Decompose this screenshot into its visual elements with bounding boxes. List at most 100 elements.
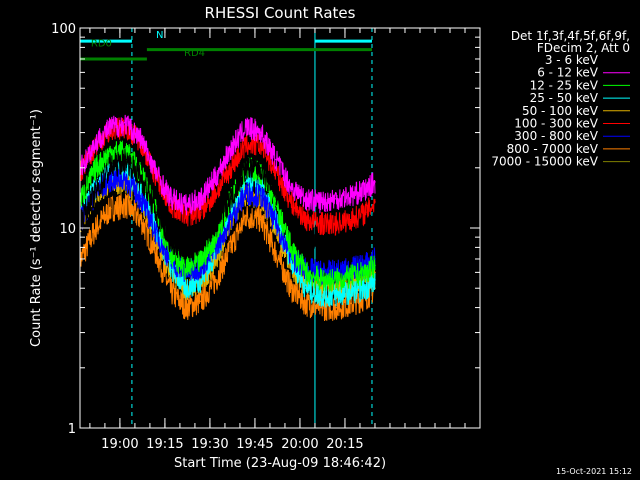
data-point-800-7000-kev-9 [215,279,217,281]
data-point-100-300-kev-9 [215,191,217,194]
series-3-6-kev [79,149,376,261]
x-tick-label-4: 20:00 [281,437,318,452]
data-point-6-12-kev-17 [335,197,337,200]
y-tick-label-2: 100 [51,22,76,37]
series-line-6-12-kev [79,114,376,216]
data-point-100-300-kev-7 [185,215,187,217]
data-point-25-50-kev-20 [374,279,376,281]
data-point-3-6-kev-12 [260,166,262,169]
data-point-3-6-kev-18 [350,231,352,234]
annotation-label-n: N [156,30,163,41]
data-point-100-300-kev-16 [320,222,322,225]
legend-label-3-6-kev: 3 - 6 keV [545,53,599,67]
x-tick-label-2: 19:30 [191,437,228,452]
legend-label-25-50-kev: 25 - 50 keV [530,91,599,105]
data-point-50-100-kev-16 [320,287,322,290]
data-point-800-7000-kev-18 [350,302,352,305]
data-point-12-25-kev-2 [110,151,112,153]
legend-label-50-100-kev: 50 - 100 keV [522,104,599,118]
data-point-12-25-kev-17 [335,279,337,281]
data-point-3-6-kev-2 [110,166,112,169]
data-point-100-300-kev-19 [365,211,367,213]
data-point-800-7000-kev-3 [125,204,127,207]
data-point-25-50-kev-8 [200,279,202,281]
annotation-label-rd4: RD4 [184,48,205,59]
data-point-800-7000-kev-7 [185,306,187,309]
data-point-6-12-kev-14 [290,186,292,188]
data-point-100-300-kev-17 [335,222,337,225]
data-point-3-6-kev-6 [170,241,172,243]
data-point-6-12-kev-11 [245,126,247,128]
data-point-300-800-kev-13 [275,222,277,225]
data-point-3-6-kev-1 [95,191,97,194]
data-point-25-50-kev-17 [335,294,337,297]
data-point-3-6-kev-14 [290,218,292,221]
data-point-300-800-kev-2 [110,178,112,181]
data-point-300-800-kev-9 [215,246,217,249]
data-point-12-25-kev-18 [350,276,352,278]
legend-header-line-2: FDecim 2, Att 0 [537,41,630,55]
series-6-12-kev [79,114,376,216]
chart-title: RHESSI Count Rates [205,4,356,22]
data-point-12-25-kev-1 [95,166,97,169]
data-point-800-7000-kev-2 [110,207,112,210]
data-point-300-800-kev-5 [155,231,157,234]
series-line-3-6-kev [79,149,376,261]
data-point-800-7000-kev-17 [335,306,337,309]
x-tick-label-1: 19:15 [146,437,183,452]
data-point-3-6-kev-11 [245,166,247,169]
data-point-3-6-kev-20 [374,218,376,221]
data-point-12-25-kev-14 [290,246,292,249]
data-point-6-12-kev-13 [275,158,277,161]
data-point-25-50-kev-18 [350,290,352,293]
x-tick-label-3: 19:45 [236,437,273,452]
legend-label-100-300-kev: 100 - 300 keV [514,117,598,131]
data-point-800-7000-kev-8 [200,300,202,303]
data-point-6-12-kev-15 [305,197,307,200]
footer-timestamp: 15-Oct-2021 15:12 [556,467,632,476]
data-point-800-7000-kev-10 [230,246,232,249]
data-point-3-6-kev-9 [215,222,217,225]
x-tick-label-5: 20:15 [326,437,363,452]
data-point-800-7000-kev-5 [155,252,157,254]
data-point-6-12-kev-5 [155,171,157,174]
data-point-3-6-kev-5 [155,211,157,213]
y-tick-label-0: 1 [68,422,76,437]
data-point-50-100-kev-18 [350,283,352,286]
series-line-800-7000-kev [79,193,376,322]
data-point-6-12-kev-20 [374,181,376,183]
data-point-25-50-kev-16 [320,294,322,297]
data-point-50-100-kev-20 [374,271,376,274]
legend-label-6-12-kev: 6 - 12 keV [537,66,599,80]
axes: 19:00 19:15 19:30 19:45 20:00 20:15 1 10 100 [51,22,481,452]
legend-label-300-800-kev: 300 - 800 keV [514,129,598,143]
data-point-800-7000-kev-16 [320,306,322,309]
data-point-12-25-kev-8 [200,260,202,263]
data-point-6-12-kev-2 [110,126,112,128]
data-point-300-800-kev-3 [125,178,127,181]
data-point-100-300-kev-11 [245,144,247,146]
data-point-25-50-kev-3 [125,171,127,174]
data-point-6-12-kev-6 [170,197,172,200]
data-point-6-12-kev-7 [185,204,187,207]
data-point-25-50-kev-7 [185,287,187,290]
data-point-800-7000-kev-13 [275,252,277,254]
data-point-12-25-kev-7 [185,268,187,271]
data-point-25-50-kev-4 [140,191,142,194]
series-line-100-300-kev [79,117,376,236]
data-point-100-300-kev-12 [260,144,262,146]
data-point-3-6-kev-0 [80,218,82,221]
data-point-3-6-kev-3 [125,158,127,161]
data-point-3-6-kev-10 [230,197,232,200]
data-point-25-50-kev-15 [305,287,307,290]
annotation-label-rd0: RD0 [91,39,112,50]
data-point-6-12-kev-4 [140,137,142,140]
data-point-300-800-kev-12 [260,194,262,197]
data-point-6-12-kev-1 [95,140,97,143]
data-point-300-800-kev-11 [245,191,247,194]
data-point-12-25-kev-4 [140,171,142,174]
data-point-6-12-kev-3 [125,123,127,126]
x-tick-label-0: 19:00 [101,437,138,452]
legend-label-7000-15000-kev: 7000 - 15000 keV [491,155,598,169]
data-point-6-12-kev-8 [200,197,202,200]
